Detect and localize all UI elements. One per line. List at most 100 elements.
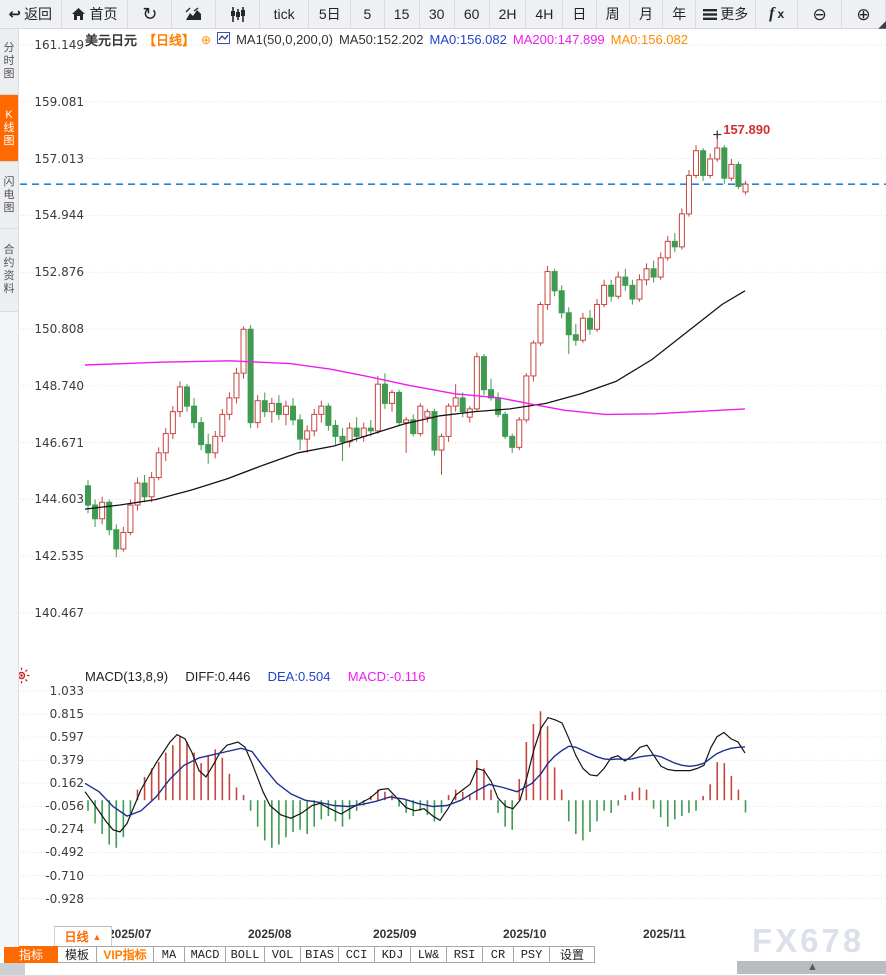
toolbar-button-candle-chart[interactable] [216,0,261,28]
indicator-tab-PSY[interactable]: PSY [514,946,550,963]
toolbar-label: 更多 [720,6,749,22]
ma-settings: MA1(50,0,200,0) [236,32,333,47]
indicator-tab-MA[interactable]: MA [154,946,185,963]
toolbar-button-h2[interactable]: 2H [490,0,527,28]
price-axis-label: 144.603 [34,492,84,507]
macd-axis-label: 0.815 [49,707,84,722]
toolbar-label: 周 [605,6,620,22]
price-axis-label: 150.808 [34,322,84,336]
period-tag: 【日线】 [143,33,196,48]
symbol-name: 美元日元 [85,33,138,48]
period-selector-label: 日线 [64,930,89,944]
high-price-label: 157.890 [723,121,771,137]
macd-axis-label: 0.379 [49,753,84,768]
indicator-tab-LW&[interactable]: LW& [411,946,447,963]
toolbar-label: 30 [428,6,445,22]
indicator-tab-设置[interactable]: 设置 [550,946,595,963]
horizontal-scrollbar[interactable]: ▲ [737,961,886,974]
indicator-tab-KDJ[interactable]: KDJ [375,946,411,963]
toolbar-corner-icon: ◢ [878,14,886,30]
chevron-up-icon: ▲ [92,931,102,942]
price-axis-label: 157.013 [34,151,84,166]
toolbar-label: 15 [393,6,410,22]
toolbar-button-m30[interactable]: 30 [420,0,455,28]
period-selector-button[interactable]: 日线 ▲ [54,926,112,947]
toolbar-button-zoom-in[interactable]: ⊕ [842,0,886,28]
toolbar-button-year[interactable]: 年 [663,0,697,28]
price-axis-label: 140.467 [34,606,84,620]
price-axis-label: 152.876 [34,265,84,280]
indicator-tab-VOL[interactable]: VOL [265,946,301,963]
toolbar-button-zoom-out[interactable]: ⊖ [798,0,843,28]
back-arrow-icon: ↩ [8,6,22,23]
candlestick-icon [230,6,246,22]
toolbar-label: 4H [535,6,554,22]
toolbar-button-area-chart[interactable] [172,0,217,28]
toolbar-button-m15[interactable]: 15 [385,0,420,28]
toolbar-label: 首页 [89,6,118,22]
ma200-value: MA200:147.899 [512,32,605,47]
toolbar-button-more[interactable]: 更多 [696,0,757,28]
sidebar-tab-1[interactable]: 分时图 [0,28,18,95]
sidebar-tab-3[interactable]: 闪电图 [0,162,18,229]
toolbar-button-m5[interactable]: 5 [351,0,385,28]
toolbar-label: 年 [672,6,687,22]
macd-value: MACD:-0.116 [347,669,426,684]
toolbar-label: 日 [572,6,587,22]
macd-diff-value: DIFF:0.446 [185,669,251,684]
x-axis-label: 2025/11 [643,927,686,941]
ma0-blue-value: MA0:156.082 [429,32,507,47]
price-axis-label: 154.944 [34,208,84,223]
price-axis-label: 142.535 [34,549,84,564]
macd-axis-label: -0.274 [45,822,84,837]
ma50-value: MA50:152.202 [338,32,424,47]
scrollbar-corner [0,963,25,976]
toolbar-label: tick [273,6,295,22]
refresh-icon: ↻ [142,4,158,24]
x-axis-label: 2025/10 [503,927,547,941]
macd-params: MACD(13,8,9) [85,669,169,684]
indicator-tab-BIAS[interactable]: BIAS [301,946,339,963]
toolbar-button-week[interactable]: 周 [597,0,630,28]
mini-chart-icon[interactable] [217,32,231,47]
macd-axis-label: -0.056 [45,799,84,814]
macd-axis-label: -0.928 [45,891,84,906]
indicator-tab-指标[interactable]: 指标 [4,946,58,963]
scrollbar-up-arrow-icon[interactable]: ▲ [807,961,818,973]
ma0-orange-value: MA0:156.082 [610,32,688,47]
menu-icon [703,8,718,20]
toolbar-button-home[interactable]: 首页 [62,0,129,28]
indicator-tab-模板[interactable]: 模板 [58,946,97,963]
toolbar-button-month[interactable]: 月 [630,0,664,28]
price-axis-label: 161.149 [34,38,84,52]
toolbar-label: 返回 [24,6,53,22]
toolbar-button-tick[interactable]: tick [260,0,310,28]
x-axis-label: 2025/07 [108,927,152,941]
indicator-tab-CR[interactable]: CR [483,946,514,963]
toolbar-label: 2H [498,6,517,22]
x-axis-label: 2025/09 [373,927,417,941]
macd-dea-value: DEA:0.504 [267,669,331,684]
sidebar-tab-4[interactable]: 合约资料 [0,229,18,312]
macd-header: MACD(13,8,9) DIFF:0.446 DEA:0.504 MACD:-… [85,669,426,684]
macd-axis-label: 1.033 [49,684,84,698]
macd-axis-label: 0.597 [49,730,84,745]
indicator-tabbar: 指标 模板 VIP指标 MA MACD BOLL VOL BIAS CCI KDJ LW& RSI CR… [4,946,595,963]
target-icon[interactable]: ⊕ [201,32,212,47]
toolbar-button-h4[interactable]: 4H [526,0,564,28]
indicator-tab-BOLL[interactable]: BOLL [226,946,265,963]
indicator-tab-VIP指标[interactable]: VIP指标 [97,946,154,963]
toolbar-button-day[interactable]: 日 [563,0,597,28]
indicator-tab-MACD[interactable]: MACD [185,946,226,963]
toolbar-button-refresh[interactable]: ↻ [128,0,173,28]
toolbar-button-m60[interactable]: 60 [455,0,490,28]
toolbar-button-5d[interactable]: 5日 [309,0,352,28]
indicator-tab-CCI[interactable]: CCI [339,946,375,963]
indicator-tab-RSI[interactable]: RSI [447,946,483,963]
toolbar-button-back[interactable]: ↩ 返回 [0,0,62,28]
